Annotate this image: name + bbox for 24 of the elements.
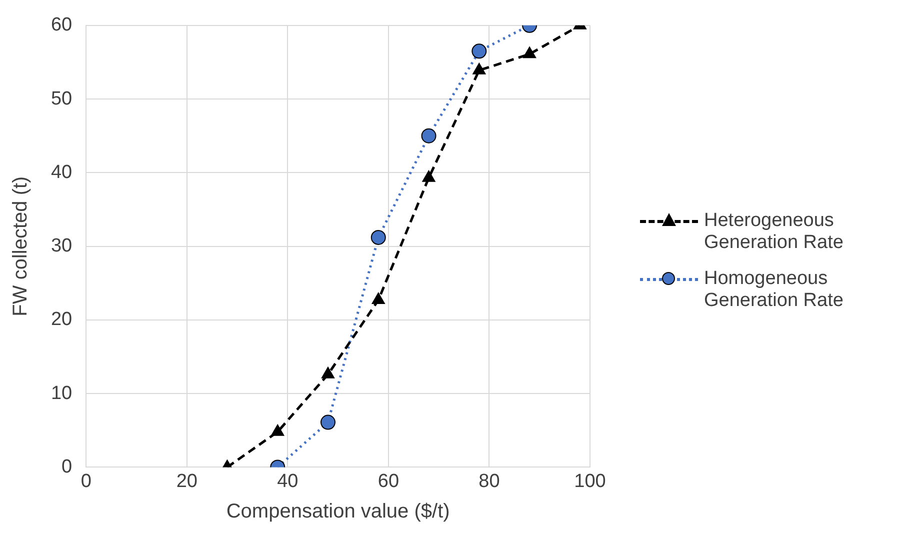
- y-axis-title: FW collected (t): [10, 176, 32, 316]
- point: [421, 128, 436, 144]
- legend-label: Heterogeneous Generation Rate: [704, 210, 844, 254]
- y-tick-label: 60: [50, 14, 72, 36]
- y-tick-label: 30: [50, 236, 72, 257]
- legend-label: Homogeneous Generation Rate: [704, 268, 844, 312]
- x-tick-label: 20: [176, 470, 198, 492]
- y-tick-label: 10: [50, 382, 72, 404]
- point: [372, 292, 385, 304]
- y-tick-label: 0: [62, 456, 72, 478]
- x-tick-label: 60: [378, 470, 400, 492]
- point: [271, 424, 284, 436]
- x-axis-title: Compensation value ($/t): [226, 500, 450, 523]
- y-tick-label: 20: [50, 309, 72, 330]
- point: [422, 170, 436, 182]
- x-tick-label: 100: [574, 470, 606, 492]
- x-tick-label: 40: [277, 470, 298, 492]
- x-tick-label: 80: [478, 470, 500, 492]
- point: [472, 44, 487, 59]
- y-tick-label: 50: [50, 88, 72, 110]
- x-tick-label: 0: [80, 470, 92, 492]
- y-tick-label: 40: [50, 162, 72, 183]
- point: [370, 230, 386, 245]
- point: [321, 366, 335, 378]
